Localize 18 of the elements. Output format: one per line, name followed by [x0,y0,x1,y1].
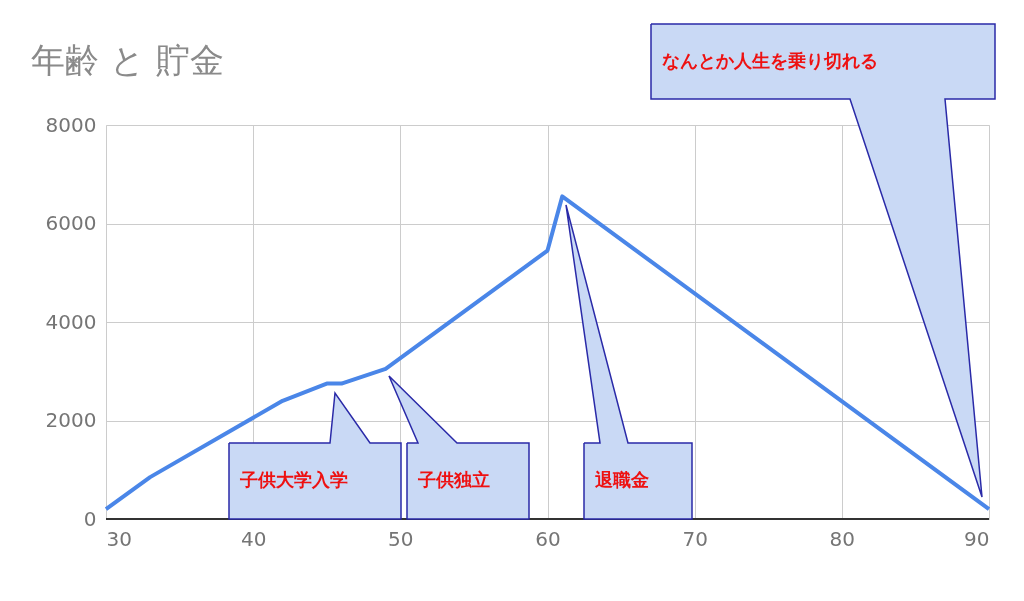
x-tick-label: 90 [964,526,990,551]
y-tick-label: 2000 [45,408,97,432]
annotation: 子供独立 [417,469,490,490]
y-tick-label: 6000 [45,211,97,235]
x-tick-label: 50 [388,526,414,551]
annotation: 退職金 [594,469,649,490]
x-tick-label: 70 [682,526,708,551]
annotation: 子供大学入学 [239,469,348,490]
x-tick-label: 40 [240,526,267,551]
y-tick-label: 0 [83,506,97,531]
chart-title: 年齢 と 貯金 [31,40,224,80]
x-tick-label: 60 [535,526,561,551]
text: なんとか人生を乗り切れる [662,49,878,71]
y-tick-label: 4000 [45,309,97,334]
line-series [104,194,991,512]
y-tick-label: 8000 [45,112,97,137]
x-tick-label: 80 [829,526,856,551]
x-tick-label: 30 [106,526,132,551]
